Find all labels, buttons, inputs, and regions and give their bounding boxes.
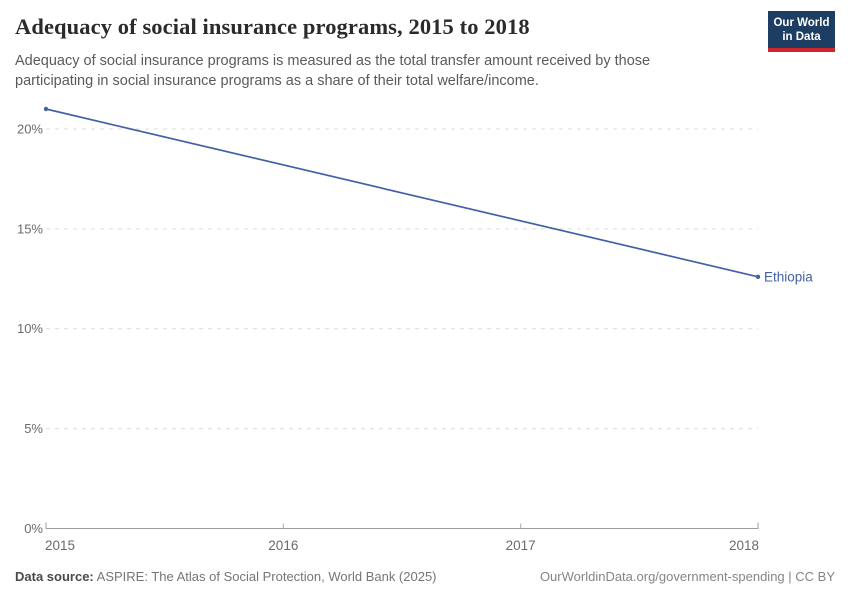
y-axis-label: 20% [17, 121, 43, 136]
x-axis-label: 2018 [729, 538, 759, 553]
page-title: Adequacy of social insurance programs, 2… [15, 14, 530, 39]
subtitle-line: Adequacy of social insurance programs is… [15, 53, 651, 69]
x-axis-label: 2015 [45, 538, 75, 553]
data-point[interactable] [43, 106, 49, 112]
y-axis-label: 10% [17, 321, 43, 336]
series-label-ethiopia[interactable]: Ethiopia [764, 269, 813, 284]
data-source-label: Data source: [15, 569, 94, 584]
y-axis-label: 0% [24, 521, 43, 536]
data-source-note: Data source: ASPIRE: The Atlas of Social… [15, 569, 437, 584]
logo-line: Our World [773, 17, 830, 29]
series-line-ethiopia[interactable] [45, 108, 759, 278]
logo-line: in Data [782, 31, 821, 43]
owid-logo[interactable]: Our World in Data [768, 11, 835, 52]
subtitle-line: participating in social insurance progra… [15, 72, 539, 89]
x-axis-label: 2017 [506, 538, 536, 553]
data-point[interactable] [755, 274, 761, 279]
x-axis-label: 2016 [268, 538, 298, 553]
data-source-value: ASPIRE: The Atlas of Social Protection, … [96, 569, 437, 584]
chart-subtitle: Adequacy of social insurance programs is… [15, 52, 650, 91]
y-axis-label: 15% [17, 221, 43, 236]
y-axis-label: 5% [24, 421, 43, 436]
owid-footer-link[interactable]: OurWorldinData.org/government-spending |… [539, 569, 835, 584]
